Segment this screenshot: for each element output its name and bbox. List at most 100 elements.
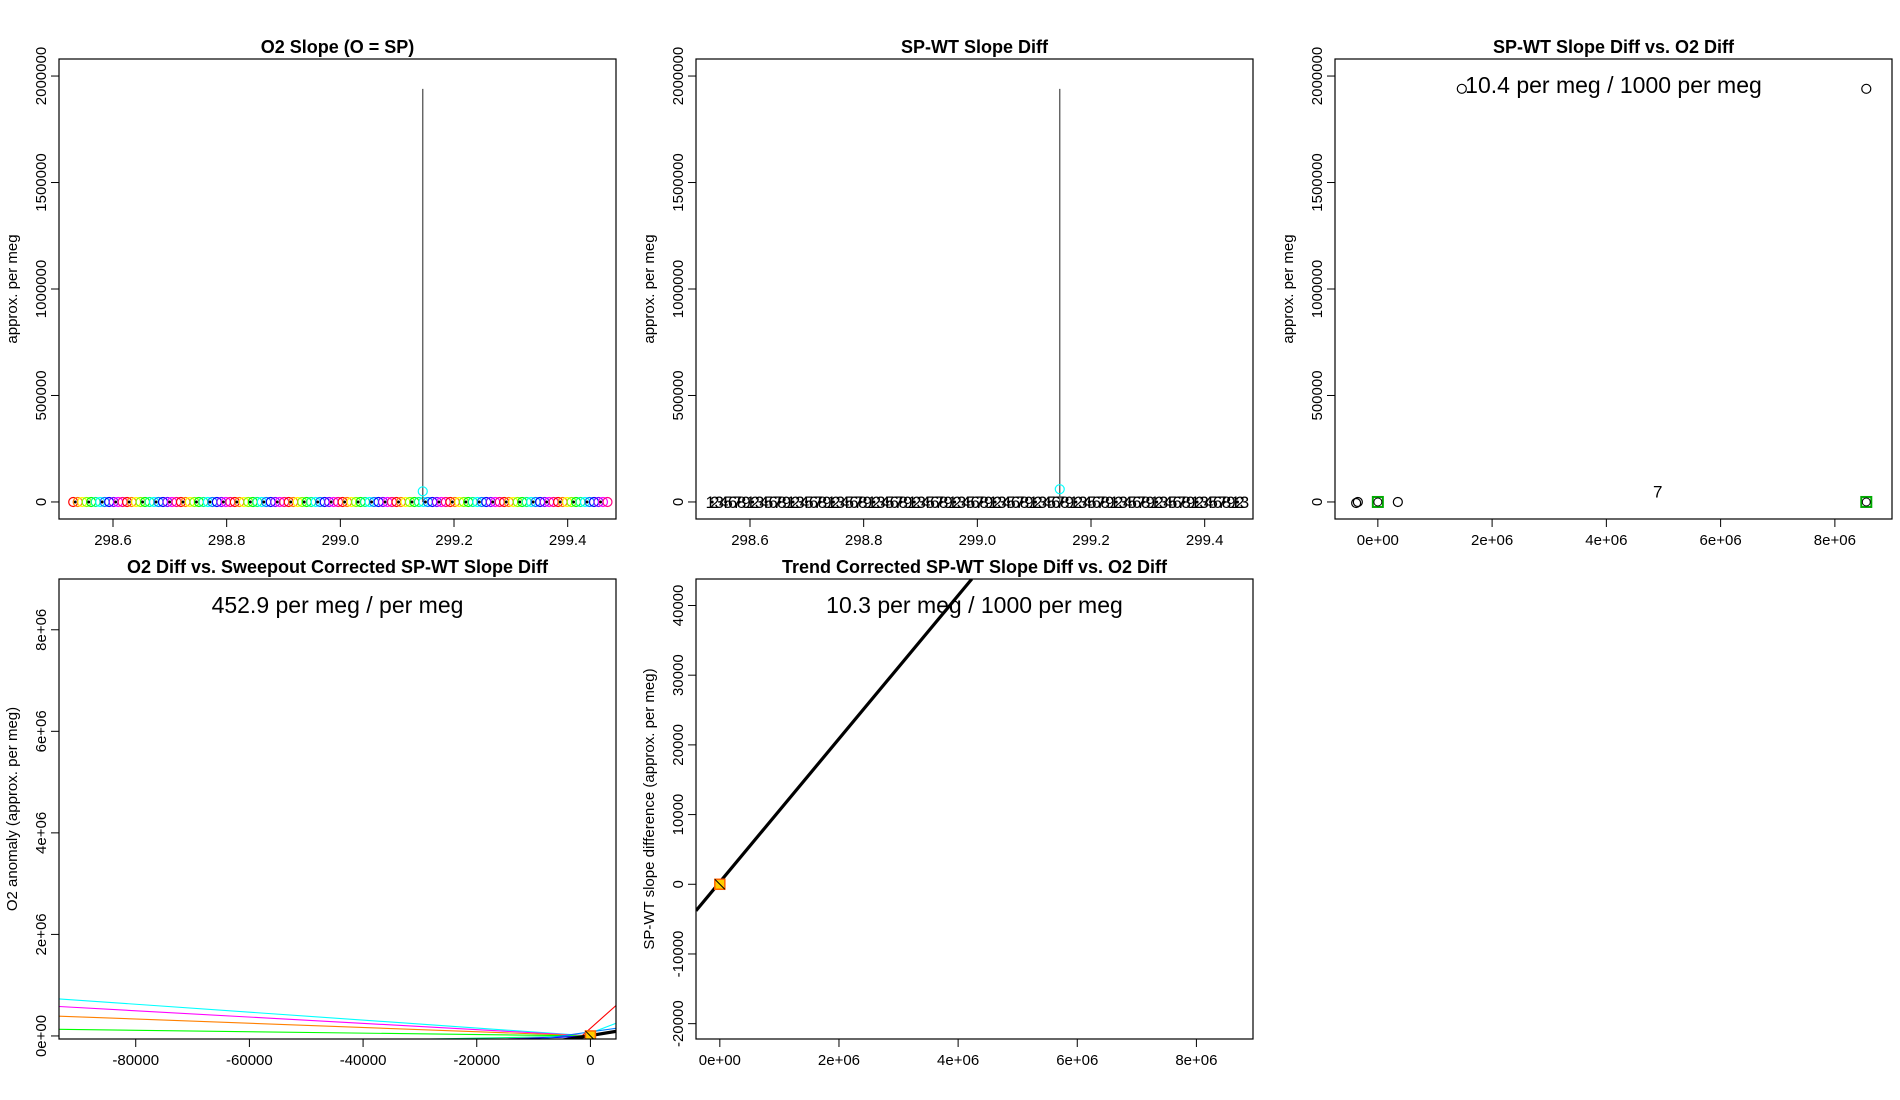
- data-point-dot: [926, 500, 930, 504]
- data-point-dot: [316, 500, 320, 504]
- plot-frame: [695, 578, 1254, 1040]
- chart-title: O2 Diff vs. Sweepout Corrected SP-WT Slo…: [127, 557, 549, 577]
- data-point-dot: [114, 500, 118, 504]
- y-tick-label: 20000: [670, 724, 687, 766]
- data-point: 9: [984, 493, 993, 512]
- x-tick-label: 299.2: [1072, 532, 1110, 549]
- data-point-dot: [383, 500, 387, 504]
- data-point-dot: [437, 500, 441, 504]
- data-point: 1: [786, 493, 795, 512]
- data-point: 4: [759, 493, 768, 512]
- data-point-dot: [221, 500, 225, 504]
- data-point: 9: [903, 493, 912, 512]
- data-point: 3: [795, 493, 804, 512]
- x-tick-label: 0: [586, 1052, 594, 1069]
- data-point: 1: [827, 493, 836, 512]
- data-point: 1: [948, 493, 957, 512]
- data-point-dot: [993, 500, 997, 504]
- data-point: 9: [1105, 493, 1114, 512]
- data-point-dot: [504, 500, 508, 504]
- y-axis-label: SP-WT slope difference (approx. per meg): [641, 668, 658, 949]
- data-point-dot: [1222, 500, 1226, 504]
- plot-area: [59, 998, 616, 1039]
- data-point: 1: [1029, 493, 1038, 512]
- y-tick-label: 2000000: [1309, 47, 1326, 105]
- data-point: [1861, 83, 1872, 94]
- data-point-dot: [100, 500, 104, 504]
- data-point: 5: [1006, 493, 1015, 512]
- y-tick-label: 8e+06: [33, 609, 50, 651]
- y-tick-label: 2e+06: [33, 913, 50, 955]
- data-point: 2: [1235, 493, 1244, 512]
- data-point: 8: [777, 493, 786, 512]
- data-point: 7: [854, 493, 863, 512]
- data-point-dot: [845, 500, 849, 504]
- data-point: 9: [741, 493, 750, 512]
- data-point: 7: [813, 493, 822, 512]
- data-point-dot: [791, 500, 795, 504]
- data-point: 6: [890, 493, 899, 512]
- y-tick-label: 2000000: [670, 47, 687, 105]
- data-point: 6: [768, 493, 777, 512]
- data-point: 1: [1231, 493, 1240, 512]
- data-point-dot: [980, 500, 984, 504]
- chart-p3: 7 SP-WT Slope Diff vs. O2 Diff 0e+00 2e+06 4…: [1280, 37, 1893, 549]
- plot-area: 7: [1351, 83, 1873, 509]
- plot-frame: [1334, 58, 1893, 520]
- data-point: [1456, 83, 1467, 94]
- data-point: 3: [957, 493, 966, 512]
- data-point: 7: [1015, 493, 1024, 512]
- y-tick-label: 10000: [670, 794, 687, 836]
- data-point-dot: [167, 500, 171, 504]
- data-point: 3: [997, 493, 1006, 512]
- data-point-dot: [262, 500, 266, 504]
- data-point-dot: [1182, 500, 1186, 504]
- data-point: [1392, 496, 1403, 508]
- data-point-dot: [751, 500, 755, 504]
- data-point-dot: [1114, 500, 1118, 504]
- data-point: 5: [723, 493, 732, 512]
- data-point-dot: [572, 500, 576, 504]
- data-point: 7: [1056, 493, 1065, 512]
- data-point: 8: [899, 493, 908, 512]
- data-point: 6: [1011, 493, 1020, 512]
- data-point: 2: [912, 493, 921, 512]
- data-point: 7: [1136, 493, 1145, 512]
- data-point-dot: [1020, 500, 1024, 504]
- data-point-dot: [396, 500, 400, 504]
- data-point: 3: [1078, 493, 1087, 512]
- x-tick-label: 299.4: [1186, 532, 1224, 549]
- data-point: 8: [818, 493, 827, 512]
- data-point: 5: [1087, 493, 1096, 512]
- data-point: 7: [732, 493, 741, 512]
- data-point-dot: [208, 500, 212, 504]
- data-point-dot: [1168, 500, 1172, 504]
- spike-marker: [1054, 484, 1065, 495]
- y-tick-label: 1000000: [1309, 260, 1326, 318]
- data-point: 7: [1653, 482, 1662, 501]
- data-point-dot: [831, 500, 835, 504]
- data-point-dot: [464, 500, 468, 504]
- data-point-dot: [1074, 500, 1078, 504]
- data-point: 1: [1190, 493, 1199, 512]
- data-point: 8: [979, 493, 988, 512]
- fan-line: [59, 1005, 591, 1037]
- data-point: 7: [934, 493, 943, 512]
- data-point-dot: [1101, 500, 1105, 504]
- data-point: 3: [916, 493, 925, 512]
- data-point-dot: [966, 500, 970, 504]
- data-point: [1351, 497, 1362, 509]
- data-point-dot: [531, 500, 535, 504]
- spike-marker: [417, 486, 428, 497]
- y-axis-label: O2 anomaly (approx. per meg): [4, 707, 21, 911]
- fan-line: [402, 1035, 591, 1039]
- data-point-dot: [477, 500, 481, 504]
- data-point-dot: [953, 500, 957, 504]
- x-tick-label: 6e+06: [1700, 532, 1742, 549]
- data-point: 4: [1123, 493, 1132, 512]
- y-axis-label: approx. per meg: [641, 234, 658, 343]
- data-point: 5: [925, 493, 934, 512]
- x-tick-label: 0e+00: [1357, 532, 1399, 549]
- data-point: 5: [804, 493, 813, 512]
